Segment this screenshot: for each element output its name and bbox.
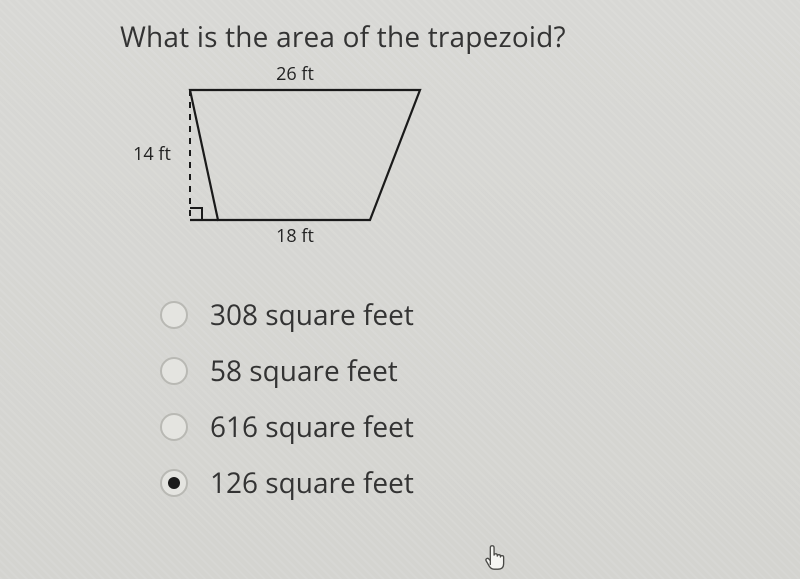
- option-label: 308 square feet: [210, 296, 414, 334]
- question-prompt: What is the area of the trapezoid?: [120, 18, 762, 56]
- dim-height: 14 ft: [133, 142, 171, 166]
- right-angle-marker: [190, 208, 202, 220]
- radio-icon: [160, 413, 188, 441]
- radio-icon: [160, 357, 188, 385]
- option-label: 616 square feet: [210, 408, 414, 446]
- trapezoid-outline: [190, 90, 420, 220]
- option-1[interactable]: 58 square feet: [160, 352, 762, 390]
- trapezoid-figure: 26 ft 14 ft 18 ft: [110, 60, 470, 260]
- option-label: 126 square feet: [210, 464, 414, 502]
- dim-top: 26 ft: [276, 62, 314, 86]
- dim-bottom: 18 ft: [276, 224, 314, 248]
- pointer-hand-icon: [480, 540, 510, 574]
- answer-options: 308 square feet 58 square feet 616 squar…: [160, 296, 762, 502]
- radio-icon: [160, 301, 188, 329]
- option-0[interactable]: 308 square feet: [160, 296, 762, 334]
- option-label: 58 square feet: [210, 352, 398, 390]
- trapezoid-svg: 26 ft 14 ft 18 ft: [110, 60, 470, 260]
- option-2[interactable]: 616 square feet: [160, 408, 762, 446]
- radio-icon: [160, 469, 188, 497]
- option-3[interactable]: 126 square feet: [160, 464, 762, 502]
